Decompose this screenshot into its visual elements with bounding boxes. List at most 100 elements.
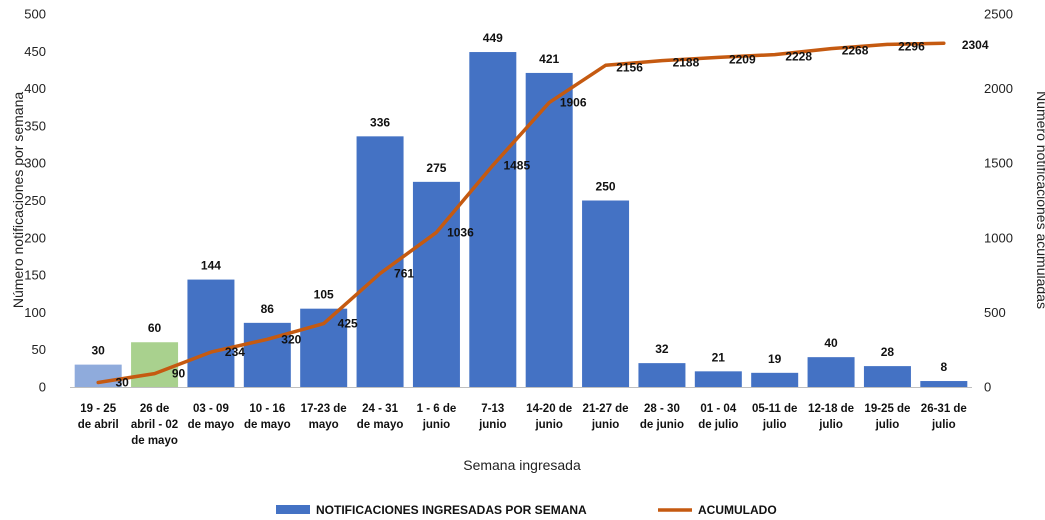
x-tick-label: de mayo (357, 419, 404, 431)
cumulative-value-label: 2156 (616, 60, 643, 74)
x-tick-label: abril - 02 (131, 419, 178, 431)
cumulative-value-label: 2209 (729, 52, 756, 66)
x-tick-label: de junio (640, 419, 684, 431)
x-tick-label: julio (875, 419, 900, 431)
bar-value-label: 30 (92, 344, 106, 358)
y-axis-title: Número notificaciones por semana (10, 92, 26, 309)
y2-tick-label: 0 (984, 380, 991, 395)
cumulative-value-label: 234 (225, 345, 245, 359)
bar-value-label: 250 (596, 180, 616, 194)
x-tick-label: julio (931, 419, 956, 431)
bar-value-label: 86 (261, 302, 275, 316)
y-tick-label: 250 (24, 193, 46, 208)
bar-value-label: 105 (314, 288, 334, 302)
x-tick-label: 28 - 30 (644, 403, 680, 415)
bar-value-label: 40 (824, 336, 838, 350)
y-tick-label: 50 (32, 342, 46, 357)
bar-value-label: 421 (539, 52, 559, 66)
x-tick-label: 12-18 de (808, 403, 854, 415)
y-tick-label: 300 (24, 156, 46, 171)
x-tick-label: 19 - 25 (80, 403, 116, 415)
cumulative-line (96, 41, 946, 385)
cumulative-value-label: 2268 (842, 44, 869, 58)
x-tick-label: 21-27 de (583, 403, 629, 415)
x-tick-label: 7-13 (481, 403, 504, 415)
y2-tick-label: 1500 (984, 156, 1013, 171)
x-tick-label: junio (422, 419, 450, 431)
bar-value-label: 449 (483, 31, 503, 45)
cumulative-value-label: 2296 (898, 39, 925, 53)
bar-value-label: 21 (712, 350, 726, 364)
x-tick-label: junio (591, 419, 619, 431)
legend-swatch-bars (276, 505, 310, 514)
bar-value-label: 60 (148, 321, 162, 335)
x-tick-label: 19-25 de (864, 403, 910, 415)
cumulative-value-label: 30 (116, 376, 130, 390)
x-tick-label: 05-11 de (752, 403, 797, 415)
y2-axis-title: Número notificaciones acumuladas (1034, 91, 1045, 309)
x-tick-label: de abril (78, 419, 119, 431)
bar-value-label: 8 (940, 360, 947, 374)
y2-tick-label: 500 (984, 305, 1006, 320)
y-tick-label: 0 (39, 380, 46, 395)
y-tick-label: 200 (24, 230, 46, 245)
cumulative-value-label: 761 (394, 266, 414, 280)
cumulative-value-label: 2228 (785, 50, 812, 64)
bar (131, 342, 179, 387)
x-tick-label: julio (818, 419, 843, 431)
bar (920, 381, 968, 387)
bar (469, 52, 517, 388)
x-tick-label: 26-31 de (921, 403, 967, 415)
x-tick-label: junio (478, 419, 506, 431)
x-tick-label: 26 de (140, 403, 169, 415)
bar-value-label: 32 (655, 342, 669, 356)
bar (694, 371, 742, 387)
legend-label-bars: NOTIFICACIONES INGRESADAS POR SEMANA (316, 503, 587, 517)
x-tick-label: de mayo (244, 419, 291, 431)
cumulative-value-label: 1906 (560, 96, 587, 110)
cumulative-value-label: 1485 (503, 158, 530, 172)
x-tick-label: 10 - 16 (249, 403, 285, 415)
bar (751, 372, 799, 387)
cumulative-value-label: 1036 (447, 225, 474, 239)
cumulative-value-label: 2304 (962, 38, 989, 52)
x-tick-label: 1 - 6 de (417, 403, 457, 415)
x-tick-label: de mayo (188, 419, 235, 431)
cumulative-value-label: 90 (172, 367, 186, 381)
x-tick-label: 03 - 09 (193, 403, 229, 415)
y-tick-label: 450 (24, 44, 46, 59)
x-tick-label: julio (762, 419, 787, 431)
y-tick-label: 400 (24, 81, 46, 96)
x-tick-label: de mayo (131, 435, 178, 447)
y-tick-label: 100 (24, 305, 46, 320)
x-tick-label: de julio (698, 419, 738, 431)
bar-value-label: 28 (881, 345, 895, 359)
bar (525, 72, 573, 388)
x-tick-label: 24 - 31 (362, 403, 398, 415)
bar (187, 279, 235, 387)
y-tick-label: 500 (24, 7, 46, 22)
y2-tick-label: 2500 (984, 7, 1013, 22)
bar-value-label: 336 (370, 115, 390, 129)
x-tick-label: 01 - 04 (700, 403, 736, 415)
legend-label-line: ACUMULADO (698, 503, 777, 517)
y2-tick-label: 1000 (984, 230, 1013, 245)
bar (582, 200, 630, 387)
bar (638, 363, 686, 387)
bar-value-label: 275 (426, 161, 446, 175)
cumulative-value-label: 425 (338, 317, 358, 331)
x-tick-label: 14-20 de (526, 403, 572, 415)
y-tick-label: 350 (24, 118, 46, 133)
bar-value-label: 144 (201, 259, 221, 273)
bar (807, 357, 855, 387)
cumulative-value-label: 2188 (673, 56, 700, 70)
bar (863, 366, 911, 387)
bar-value-label: 19 (768, 352, 782, 366)
y2-tick-label: 2000 (984, 81, 1013, 96)
cumulative-value-label: 320 (281, 332, 301, 346)
y-tick-label: 150 (24, 268, 46, 283)
x-tick-label: mayo (309, 419, 339, 431)
x-axis-title: Semana ingresada (463, 457, 581, 473)
x-tick-label: 17-23 de (301, 403, 347, 415)
